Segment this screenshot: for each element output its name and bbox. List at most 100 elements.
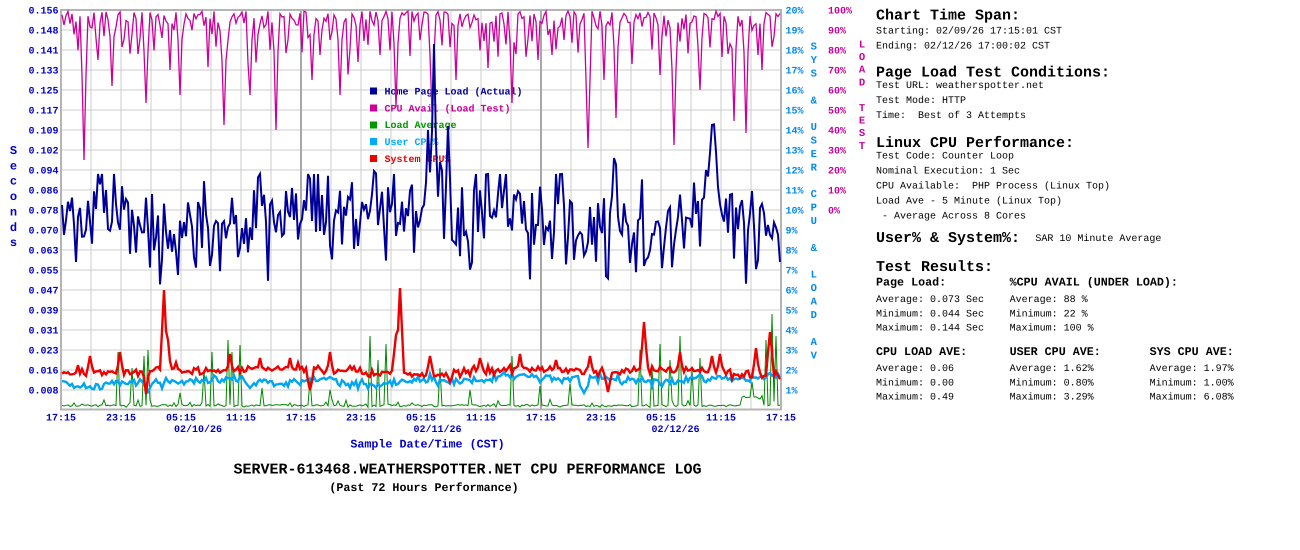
svg-text:0.063: 0.063 [28,246,58,257]
svg-text:0.023: 0.023 [28,346,58,357]
svg-text:CPU Avail (Load Test): CPU Avail (Load Test) [385,103,511,115]
svg-text:Sample Date/Time (CST): Sample Date/Time (CST) [350,437,504,451]
svg-text:CPU Available: PHP Process (L: CPU Available: PHP Process (Linux Top) [876,180,1110,192]
svg-text:4%: 4% [786,326,798,337]
svg-text:5%: 5% [786,306,798,317]
svg-text:Average: 0.06: Average: 0.06 [876,364,954,375]
svg-text:11%: 11% [786,186,804,197]
svg-text:Average: 1.62%: Average: 1.62% [1010,364,1094,375]
svg-text:Maximum: 6.08%: Maximum: 6.08% [1150,392,1234,404]
svg-text:Minimum: 0.00: Minimum: 0.00 [876,377,954,389]
svg-text:20%: 20% [786,6,804,17]
svg-text:Maximum: 3.29%: Maximum: 3.29% [1010,392,1094,404]
svg-text:0.047: 0.047 [28,286,58,297]
svg-text:0.117: 0.117 [28,106,58,117]
svg-text:8%: 8% [786,246,798,257]
svg-text:P: P [811,203,817,215]
svg-text:(Past 72 Hours Performance): (Past 72 Hours Performance) [329,481,518,495]
svg-text:V: V [811,350,818,362]
svg-text:0.133: 0.133 [28,66,58,77]
svg-text:11:15: 11:15 [226,414,256,425]
svg-text:User% & System%:: User% & System%: [876,230,1020,247]
svg-text:Average: 88 %: Average: 88 % [1010,295,1088,306]
svg-text:Test URL: weatherspotter.net: Test URL: weatherspotter.net [876,80,1044,92]
svg-text:12%: 12% [786,166,804,177]
svg-text:0.102: 0.102 [28,146,58,157]
svg-text:R: R [811,162,818,174]
svg-text:CPU LOAD AVE:: CPU LOAD AVE: [876,345,967,359]
svg-text:Maximum: 0.49: Maximum: 0.49 [876,392,954,404]
svg-text:05:15: 05:15 [406,414,436,425]
svg-text:11:15: 11:15 [466,414,496,425]
svg-text:A: A [859,65,866,77]
svg-text:80%: 80% [828,46,846,57]
svg-text:13%: 13% [786,146,804,157]
svg-text:O: O [859,52,865,64]
svg-text:0.086: 0.086 [28,186,58,197]
svg-text:02/11/26: 02/11/26 [413,424,461,436]
svg-text:&: & [811,95,818,107]
svg-text:0.070: 0.070 [28,226,58,237]
svg-text:6%: 6% [786,286,798,297]
svg-text:0.039: 0.039 [28,306,58,317]
svg-text:D: D [859,77,865,89]
svg-text:S: S [811,42,817,54]
svg-text:c: c [10,175,17,189]
svg-text:User CPU%: User CPU% [385,138,439,149]
svg-text:d: d [10,221,17,235]
svg-text:Linux CPU Performance:: Linux CPU Performance: [876,135,1074,152]
svg-text:10%: 10% [786,206,804,217]
svg-text:Chart Time Span:: Chart Time Span: [876,7,1020,24]
svg-text:Load Average: Load Average [385,120,457,132]
svg-text:11:15: 11:15 [706,414,736,425]
svg-text:D: D [811,310,817,322]
svg-text:S: S [859,128,865,140]
svg-text:9%: 9% [786,226,798,237]
svg-text:Minimum: 1.00%: Minimum: 1.00% [1150,377,1234,389]
svg-text:Home Page Load (Actual): Home Page Load (Actual) [385,86,523,98]
svg-text:E: E [859,116,865,128]
svg-text:Minimum: 0.044 Sec: Minimum: 0.044 Sec [876,308,984,320]
svg-text:70%: 70% [828,66,846,77]
svg-text:Ending: 02/12/26 17:00:02 CST: Ending: 02/12/26 17:00:02 CST [876,40,1050,52]
svg-text:A: A [811,297,818,309]
svg-text:SERVER-613468.WEATHERSPOTTER.N: SERVER-613468.WEATHERSPOTTER.NET CPU PER… [233,461,701,478]
svg-text:Test Mode: HTTP: Test Mode: HTTP [876,95,966,107]
svg-text:Time: Best of 3 Attempts: Time: Best of 3 Attempts [876,110,1026,122]
svg-text:SYS CPU AVE:: SYS CPU AVE: [1150,345,1234,359]
svg-text:0.156: 0.156 [28,6,58,17]
svg-text:C: C [811,189,818,201]
svg-text:17%: 17% [786,66,804,77]
svg-text:L: L [859,39,865,51]
svg-text:0.109: 0.109 [28,126,58,137]
svg-text:e: e [10,159,17,173]
svg-text:0%: 0% [828,206,840,217]
svg-text:0.125: 0.125 [28,86,58,97]
svg-text:U: U [811,216,817,228]
svg-text:02/10/26: 02/10/26 [174,424,222,436]
svg-text:23:15: 23:15 [346,414,376,425]
svg-text:100%: 100% [828,6,852,17]
svg-text:Maximum: 100 %: Maximum: 100 % [1010,323,1094,335]
svg-text:17:15: 17:15 [286,414,316,425]
svg-text:T: T [859,103,865,115]
svg-text:SAR 10 Minute Average: SAR 10 Minute Average [1035,233,1161,245]
svg-text:40%: 40% [828,126,846,137]
svg-text:Test Code: Counter Loop: Test Code: Counter Loop [876,150,1014,162]
svg-text:7%: 7% [786,266,798,277]
svg-text:0.008: 0.008 [28,386,58,397]
svg-text:USER CPU AVE:: USER CPU AVE: [1010,345,1101,359]
svg-text:10%: 10% [828,186,846,197]
svg-text:T: T [859,141,865,153]
svg-text:Average: 0.073 Sec: Average: 0.073 Sec [876,295,984,306]
svg-text:0.016: 0.016 [28,366,58,377]
svg-text:19%: 19% [786,26,804,37]
svg-text:0.055: 0.055 [28,266,58,277]
svg-text:30%: 30% [828,146,846,157]
svg-text:- Average Across 8 Cores: - Average Across 8 Cores [876,211,1026,222]
svg-text:3%: 3% [786,346,798,357]
svg-text:0.141: 0.141 [28,46,58,57]
svg-text:14%: 14% [786,126,804,137]
svg-text:Minimum: 22 %: Minimum: 22 % [1010,308,1088,320]
svg-text:Starting: 02/09/26 17:15:01 CS: Starting: 02/09/26 17:15:01 CST [876,25,1062,37]
